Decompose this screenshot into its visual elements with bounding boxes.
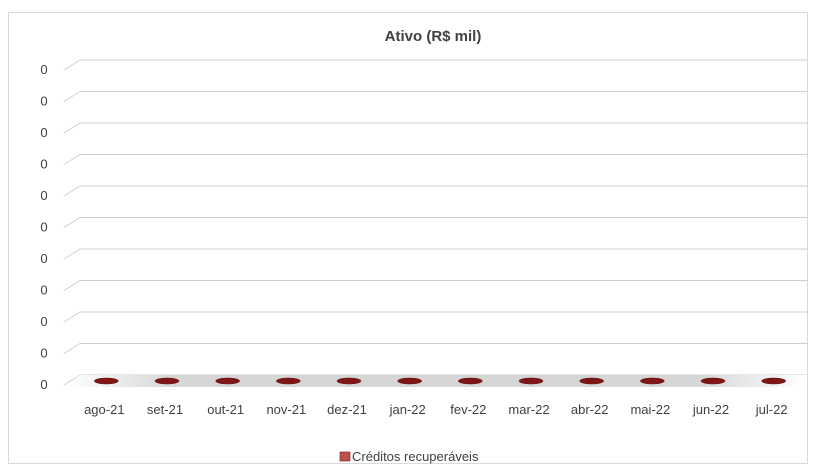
gridline-side: [63, 343, 81, 354]
bar: [94, 377, 119, 385]
gridline-side: [63, 154, 81, 165]
bar: [761, 377, 786, 385]
gridline-side: [63, 248, 81, 260]
x-tick-label: dez-21: [327, 402, 367, 417]
x-tick-label: abr-22: [571, 402, 609, 417]
y-tick-label: 0: [40, 94, 47, 109]
legend-swatch: [339, 451, 351, 462]
bar: [154, 377, 180, 385]
gridline-side: [63, 217, 81, 228]
y-tick-label: 0: [40, 220, 47, 235]
gridline-side: [63, 280, 81, 291]
x-tick-label: jan-22: [389, 402, 426, 417]
x-tick-label: ago-21: [84, 402, 124, 417]
y-tick-label: 0: [40, 188, 47, 203]
y-tick-label: 0: [40, 346, 47, 361]
gridline-side: [63, 185, 81, 197]
gridline-side: [63, 59, 81, 71]
x-tick-label: mai-22: [630, 402, 670, 417]
grid-layer: [63, 59, 808, 386]
chart-title: Ativo (R$ mil): [385, 28, 482, 45]
legend-label: Créditos recuperáveis: [352, 449, 479, 464]
y-tick-label: 0: [40, 62, 47, 77]
bar: [336, 377, 362, 385]
y-tick-label: 0: [40, 125, 47, 140]
bar: [700, 377, 726, 385]
x-tick-label: out-21: [207, 402, 244, 417]
y-tick-label: 0: [40, 283, 47, 298]
gridline-side: [63, 91, 81, 102]
gridline-side: [63, 311, 81, 323]
bar: [397, 377, 422, 385]
chart-frame: [8, 12, 808, 464]
x-tick-label: set-21: [147, 402, 183, 417]
y-axis: 0 0 0 0 0 0 0 0 0 0 0: [40, 62, 47, 392]
bar: [215, 377, 240, 385]
x-tick-label: jun-22: [692, 402, 729, 417]
y-tick-label: 0: [40, 251, 47, 266]
bar: [458, 377, 483, 385]
x-axis: ago-21 set-21 out-21 nov-21 dez-21 jan-22 fev-…: [84, 402, 787, 417]
x-tick-label: nov-21: [266, 402, 306, 417]
bar: [640, 377, 665, 385]
bar: [579, 377, 604, 385]
x-tick-label: mar-22: [508, 402, 549, 417]
y-tick-label: 0: [40, 314, 47, 329]
y-tick-label: 0: [40, 157, 47, 172]
chart-floor: [64, 375, 808, 387]
floor-layer: [64, 375, 808, 387]
x-tick-label: jul-22: [755, 402, 788, 417]
x-tick-label: fev-22: [450, 402, 486, 417]
bar: [518, 377, 544, 385]
bars-layer: [94, 377, 786, 385]
y-tick-label: 0: [40, 377, 47, 392]
gridline-side: [63, 122, 81, 134]
bar: [276, 377, 301, 385]
gridline-side: [63, 374, 81, 386]
legend: Créditos recuperáveis: [339, 449, 479, 464]
